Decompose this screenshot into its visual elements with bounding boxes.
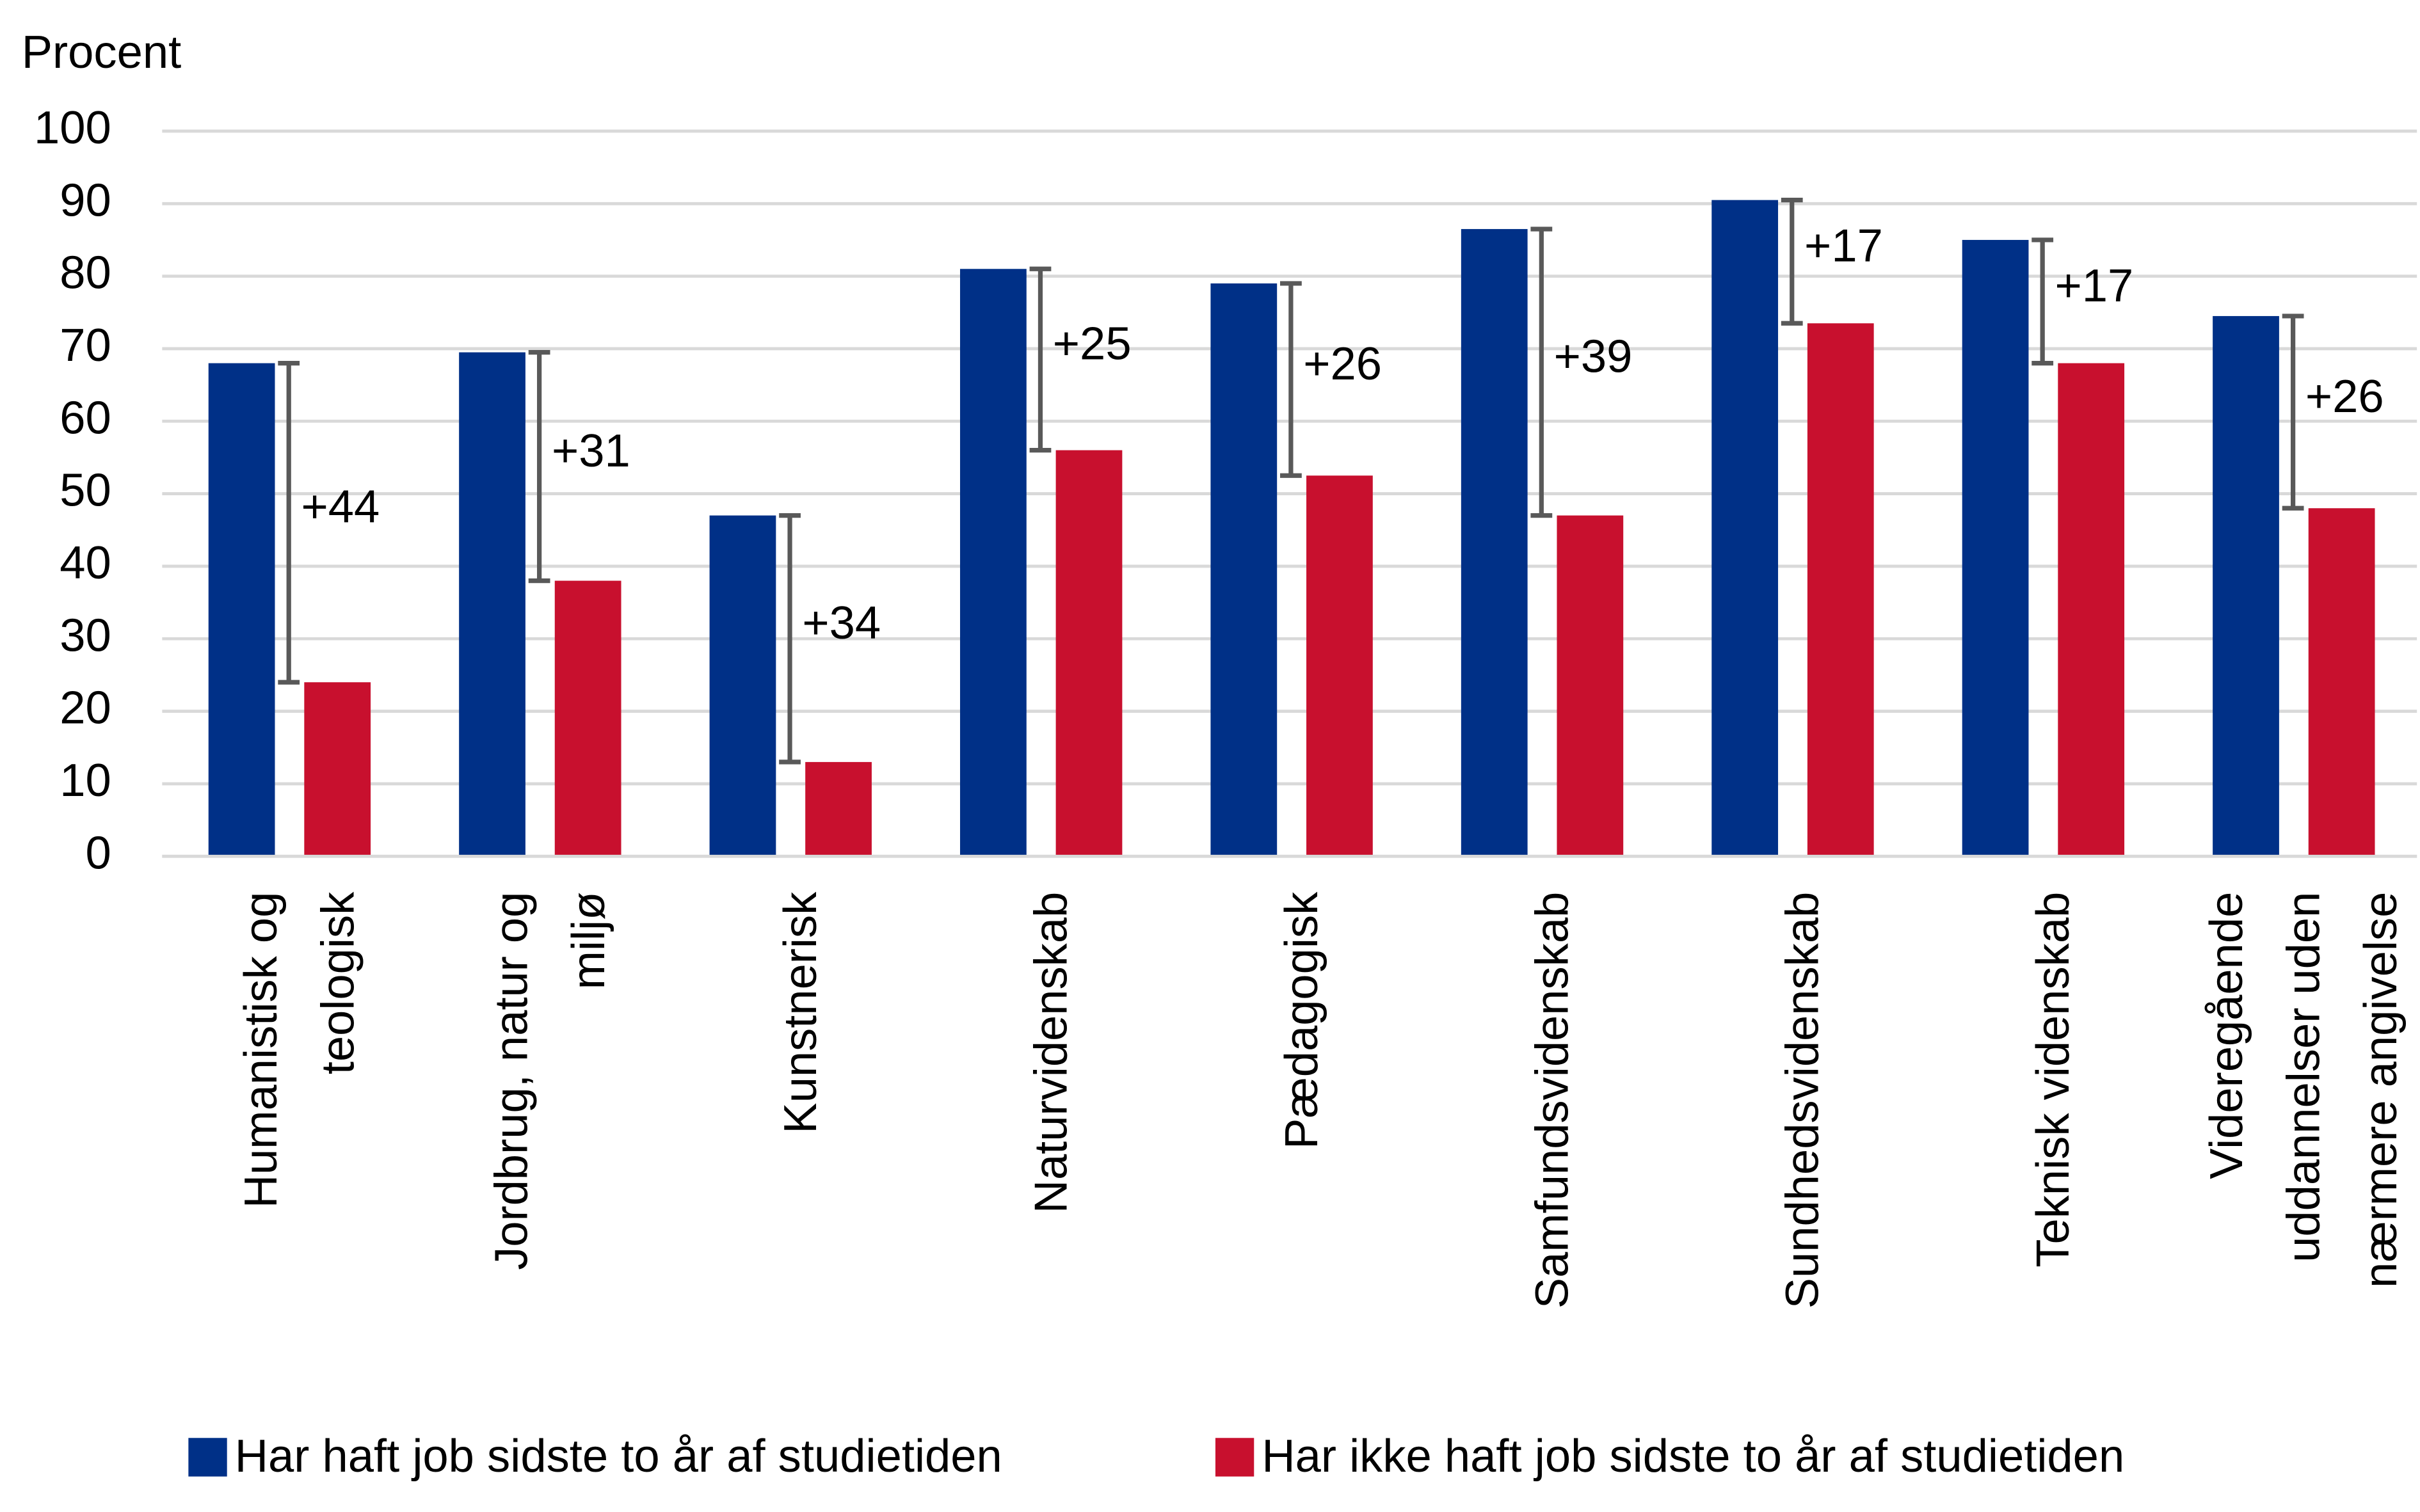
difference-bracket [1280, 281, 1302, 478]
bar [1711, 200, 1779, 857]
x-tick-group: Teknisk videnskab [2027, 892, 2079, 1268]
x-tick-group: Humanistisk og teologisk [235, 891, 364, 1208]
bar [1962, 239, 2029, 857]
x-tick-label: Pædagogisk [1276, 891, 1327, 1149]
y-tick-label: 0 [85, 827, 111, 879]
x-tick-label: Teknisk videnskab [2027, 892, 2079, 1268]
bar [554, 580, 621, 857]
x-tick-label: Naturvidenskab [1025, 892, 1077, 1214]
legend-swatch [188, 1438, 227, 1477]
bar [208, 363, 275, 857]
difference-bracket [1530, 227, 1553, 518]
y-tick-label: 80 [60, 247, 111, 299]
x-tick-label: Sundhedsvidenskab [1777, 892, 1829, 1309]
x-tick-group: Pædagogisk [1276, 891, 1327, 1149]
difference-bracket [2282, 314, 2304, 511]
bar [2213, 315, 2279, 857]
bar [1461, 228, 1528, 857]
difference-bracket [779, 513, 801, 765]
y-tick-label: 10 [60, 754, 111, 806]
bar [2308, 508, 2375, 857]
x-tick-label: Videregående uddannelser uden nærmere angi… [2200, 892, 2407, 1288]
bar [1306, 475, 1373, 857]
difference-bracket [1781, 197, 1803, 326]
difference-label: +26 [2305, 370, 2384, 422]
bar [1557, 515, 1624, 857]
difference-label: +34 [802, 597, 881, 649]
legend-swatch [1215, 1438, 1254, 1477]
y-tick-label: 30 [60, 609, 111, 661]
difference-bracket [528, 349, 550, 584]
x-tick-group: Naturvidenskab [1025, 892, 1077, 1214]
y-tick-label: 70 [60, 319, 111, 371]
difference-bracket [278, 360, 300, 685]
difference-label: +17 [1804, 220, 1883, 272]
y-tick-label: 50 [60, 465, 111, 516]
difference-label: +17 [2055, 260, 2133, 312]
x-tick-group: Videregående uddannelser uden nærmere angi… [2200, 892, 2407, 1288]
y-tick-label: 40 [60, 537, 111, 589]
difference-bracket [2031, 237, 2054, 366]
x-tick-group: Kunstnerisk [774, 891, 826, 1134]
bar [709, 515, 776, 857]
difference-label: +31 [552, 425, 630, 477]
difference-label: +25 [1053, 318, 1132, 370]
difference-label: +26 [1303, 338, 1382, 390]
bar [1210, 283, 1278, 857]
bar [1055, 450, 1123, 857]
y-tick-label: 20 [60, 682, 111, 734]
x-tick-label: Humanistisk og teologisk [235, 891, 364, 1208]
x-tick-label: Jordbrug, natur og miljø [485, 892, 614, 1270]
legend-label: Har ikke haft job sidste to år af studie… [1262, 1430, 2124, 1482]
x-tick-label: Kunstnerisk [774, 891, 826, 1134]
difference-label: +39 [1554, 331, 1633, 383]
x-tick-group: Sundhedsvidenskab [1777, 892, 1829, 1309]
y-tick-label: 90 [60, 174, 111, 226]
difference-label: +44 [301, 481, 380, 533]
y-tick-label: 60 [60, 392, 111, 443]
bar [1807, 323, 1874, 857]
x-tick-label: Samfundsvidenskab [1526, 892, 1578, 1309]
legend-label: Har haft job sidste to år af studietiden [235, 1430, 1002, 1482]
y-tick-label: 100 [34, 102, 111, 154]
difference-bracket [1029, 266, 1052, 453]
bar [304, 682, 371, 857]
x-tick-group: Samfundsvidenskab [1526, 892, 1578, 1309]
bar [805, 761, 872, 857]
x-tick-group: Jordbrug, natur og miljø [485, 892, 614, 1270]
y-axis-label: Procent [22, 26, 181, 78]
bar [459, 352, 525, 857]
bar [960, 269, 1027, 857]
bar [2058, 363, 2125, 857]
